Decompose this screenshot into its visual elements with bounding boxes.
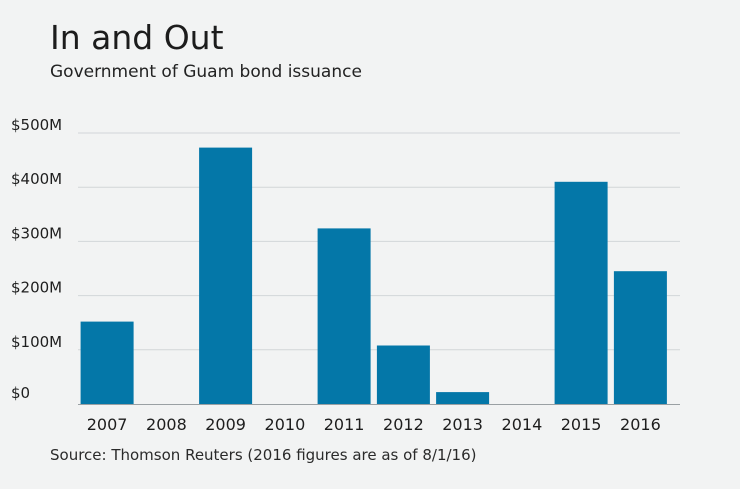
x-tick-label-2010: 2010 [265, 415, 306, 434]
x-tick-label-2007: 2007 [87, 415, 128, 434]
y-tick-label: $400M [11, 170, 62, 188]
bar-2016 [613, 271, 667, 404]
y-tick-label: $100M [11, 333, 62, 351]
x-tick-label-2012: 2012 [383, 415, 424, 434]
x-axis-tick-labels: 2007 2008 2009 2010 2011 2012 2013 2014 2015 2016 [87, 415, 661, 434]
x-tick-label-2015: 2015 [561, 415, 602, 434]
x-tick-label-2013: 2013 [442, 415, 483, 434]
bar-chart: $0 $100M $200M $300M $400M $500M 2007 2008 2009… [11, 116, 680, 434]
x-tick-label-2008: 2008 [146, 415, 187, 434]
bar-2011 [317, 228, 371, 404]
chart-title: In and Out [50, 18, 224, 57]
bar-2012 [376, 345, 430, 404]
y-axis-tick-labels: $0 $100M $200M $300M $400M $500M [11, 116, 62, 402]
source-note: Source: Thomson Reuters (2016 figures ar… [50, 446, 477, 464]
y-tick-label: $300M [11, 224, 62, 242]
bar-2007 [80, 321, 134, 404]
y-tick-label: $200M [11, 279, 62, 297]
x-tick-label-2011: 2011 [324, 415, 365, 434]
y-tick-label: $500M [11, 116, 62, 134]
x-tick-label-2014: 2014 [502, 415, 543, 434]
y-tick-label: $0 [11, 384, 30, 402]
bars [80, 147, 667, 404]
bar-2009 [199, 147, 253, 404]
x-tick-label-2016: 2016 [620, 415, 661, 434]
x-tick-label-2009: 2009 [205, 415, 246, 434]
bar-2015 [554, 181, 608, 404]
chart-subtitle: Government of Guam bond issuance [50, 62, 362, 82]
bar-2013 [436, 392, 490, 404]
